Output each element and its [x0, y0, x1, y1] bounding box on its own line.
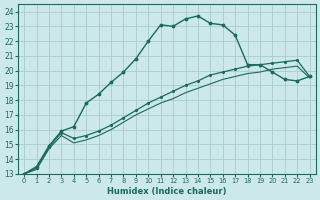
X-axis label: Humidex (Indice chaleur): Humidex (Indice chaleur): [107, 187, 227, 196]
